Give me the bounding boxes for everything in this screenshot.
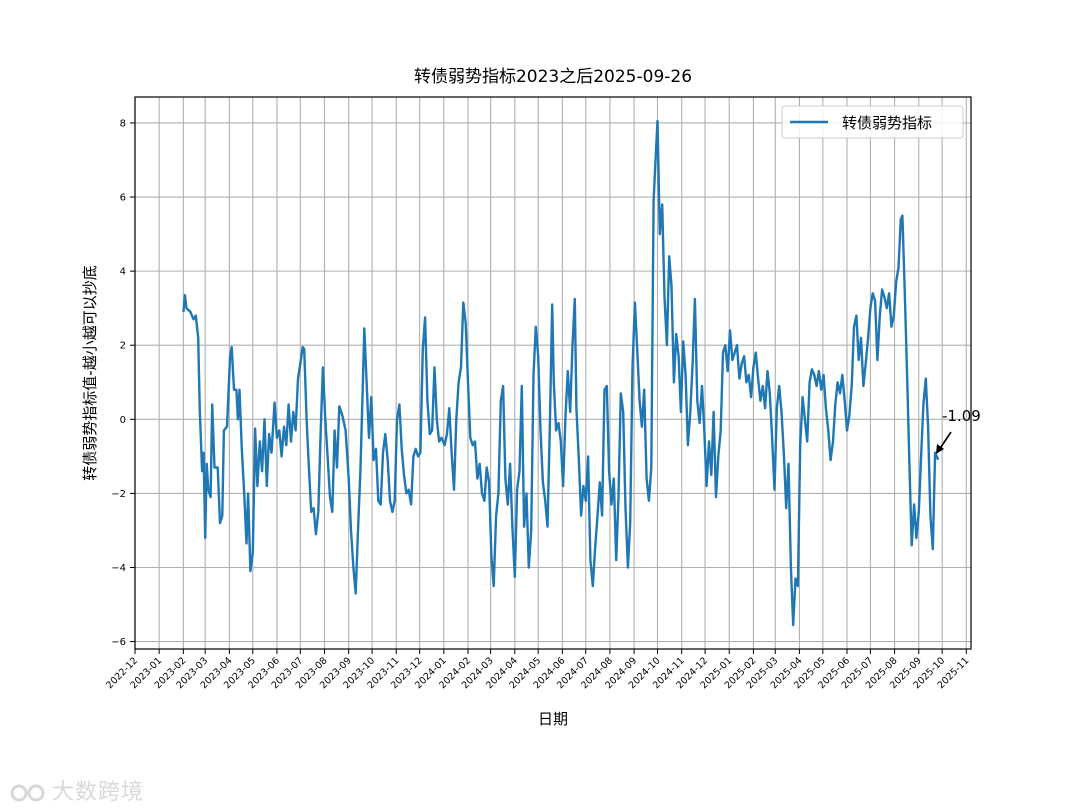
legend-entry: 转债弱势指标	[842, 114, 932, 132]
y-tick-label: −2	[111, 489, 126, 500]
series-layer	[182, 119, 940, 627]
y-tick-label: 2	[120, 341, 126, 352]
legend-box	[781, 105, 964, 139]
chart-title: 转债弱势指标2023之后2025-09-26	[414, 67, 692, 87]
watermark-text: 大数跨境	[52, 780, 145, 805]
y-tick-label: 0	[120, 415, 126, 426]
y-axis-ticks: −6 −4 −2 0 2 4 6 8	[111, 118, 135, 648]
grid	[134, 97, 971, 649]
annotation-arrow-head	[936, 444, 944, 454]
last-value-annotation: -1.09	[936, 407, 981, 454]
x-axis-ticks: 2022-122023-012023-022023-032023-042023-…	[104, 649, 971, 691]
series-line	[182, 119, 940, 627]
y-axis-label: 转债弱势指标值-越小越可以抄底	[81, 265, 99, 480]
y-tick-label: −6	[111, 637, 126, 648]
annotation-label: -1.09	[942, 407, 981, 425]
y-tick-label: 8	[120, 118, 126, 129]
legend: 转债弱势指标	[781, 105, 964, 139]
watermark-logo-icon	[10, 784, 45, 802]
plot-frame	[134, 96, 972, 650]
y-tick-label: 6	[120, 193, 126, 204]
y-tick-label: −4	[111, 563, 126, 574]
x-axis-label: 日期	[538, 710, 568, 728]
watermark: 大数跨境	[10, 774, 144, 806]
y-tick-label: 4	[120, 267, 126, 278]
